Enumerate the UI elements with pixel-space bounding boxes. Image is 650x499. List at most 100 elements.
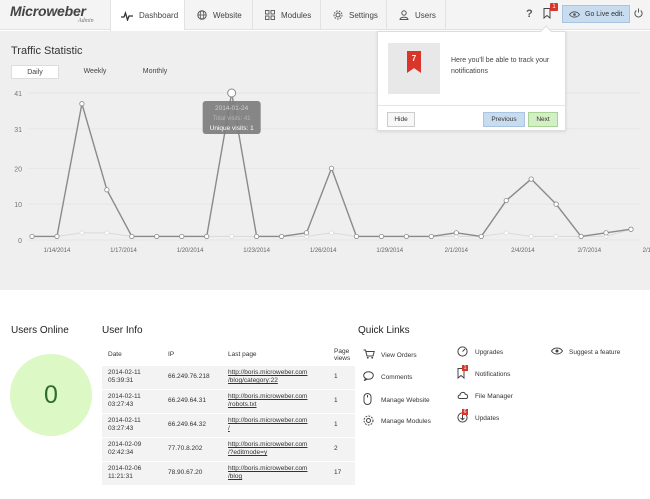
gauge-icon (457, 346, 470, 359)
table-row: 2014-02-09 02:42:34 77.70.8.202 http://bori… (102, 436, 355, 461)
data-point (229, 234, 235, 239)
data-point (603, 230, 609, 236)
data-point (104, 230, 110, 236)
user-info-title: User Info (102, 325, 143, 336)
last-page-link[interactable]: http://boris.microweber.com / (228, 417, 307, 432)
last-page-link[interactable]: http://boris.microweber.com/blog (228, 465, 307, 480)
date-value: 2014-02-11 (108, 393, 141, 400)
nav-modules[interactable]: Modules (252, 0, 320, 30)
quick-link-suggest-feature[interactable]: Suggest a feature (550, 347, 621, 357)
quick-link-view-orders[interactable]: View Orders (363, 349, 417, 361)
notifications-badge: 1 (462, 365, 468, 371)
highlight-point (227, 88, 237, 98)
cell-last-page: http://boris.microweber.com/blog/categor… (222, 364, 328, 389)
data-point (628, 226, 634, 232)
quick-link-comments[interactable]: Comments (363, 371, 412, 383)
table-row: 2014-02-11 03:27:43 66.249.64.32 http://bor… (102, 412, 355, 437)
nav-website[interactable]: Website (184, 0, 252, 30)
eye-icon (569, 10, 580, 18)
quick-link-label: File Manager (475, 392, 513, 400)
quick-link-manage-website[interactable]: Manage Website (363, 393, 430, 407)
y-tick-label: 10 (14, 202, 22, 209)
cell-page-views: 1 (328, 412, 355, 437)
cell-date: 2014-02-09 02:42:34 (102, 436, 162, 461)
cell-ip: 66.249.76.218 (162, 364, 222, 389)
date-value: 2014-02-06 (108, 465, 142, 473)
quick-link-manage-modules[interactable]: Manage Modules (363, 415, 431, 428)
bookmark-icon[interactable] (543, 8, 551, 22)
quick-link-notifications[interactable]: 1 Notifications (457, 365, 510, 381)
quick-link-file-manager[interactable]: File Manager (457, 390, 513, 402)
last-page-link[interactable]: http://boris.microweber.com/robots.txt (228, 393, 307, 408)
last-page-link[interactable]: http://boris.microweber.com/?editmode=y (228, 441, 307, 456)
data-point (129, 233, 135, 240)
data-point (179, 233, 185, 240)
eye-icon (550, 347, 564, 357)
go-live-button[interactable]: Go Live edit. (562, 5, 630, 23)
tab-monthly[interactable]: Monthly (142, 68, 168, 75)
data-point (79, 230, 85, 236)
cell-page-views: 1 (328, 364, 355, 389)
quick-link-upgrades[interactable]: Upgrades (457, 346, 503, 359)
logo[interactable]: Microweber (10, 3, 86, 19)
next-button[interactable]: Next (528, 112, 558, 127)
users-online-title: Users Online (11, 325, 69, 336)
cell-page-views: 2 (328, 436, 355, 461)
popover-thumbnail: 7 (388, 43, 440, 94)
cell-date: 2014-02-11 05:39:31 (102, 364, 162, 389)
nav-settings[interactable]: Settings (320, 0, 386, 30)
x-tick-label: 2/4/2014 (511, 248, 535, 254)
time-value: 11:21:31 (108, 473, 133, 481)
tab-weekly[interactable]: Weekly (83, 68, 107, 75)
y-tick-label: 20 (14, 166, 22, 173)
x-tick-label: 2/7/2014 (578, 248, 602, 254)
previous-button[interactable]: Previous (483, 112, 525, 127)
date-value: 2014-02-11 (108, 417, 141, 424)
x-tick-label: 2/10/2014 (643, 248, 650, 254)
y-tick-label: 41 (14, 91, 22, 98)
data-point (453, 230, 459, 236)
nav-website-label: Website (213, 10, 242, 20)
data-point (204, 233, 210, 240)
table-row: 2014-02-06 11:21:31 78.90.67.20 http://bori… (102, 460, 355, 485)
link-path: /robots.txt (228, 401, 257, 408)
logo-subtitle: Admin (78, 18, 94, 24)
time-value: 03:27:43 (108, 425, 134, 432)
nav-settings-label: Settings (349, 10, 378, 20)
data-point (29, 233, 35, 240)
col-ip: IP (168, 351, 175, 359)
cell-date: 2014-02-11 03:27:43 (102, 412, 162, 437)
table-row: 2014-02-11 03:27:43 66.249.64.31 http://bor… (102, 388, 355, 413)
quick-link-label: Comments (381, 373, 413, 381)
data-point (403, 233, 409, 240)
quick-link-updates[interactable]: 6 Updates (457, 409, 499, 425)
link-host: http://boris.microweber.com (228, 417, 308, 424)
cell-ip: 78.90.67.20 (162, 460, 222, 485)
nav-users[interactable]: Users (386, 0, 446, 30)
date-value: 2014-02-11 (108, 369, 141, 376)
data-point (303, 230, 310, 236)
col-page-views: Page views (328, 345, 355, 365)
power-icon[interactable] (634, 8, 643, 21)
cell-date: 2014-02-11 03:27:43 (102, 388, 162, 413)
tooltip-total: Total visits: 41 (213, 116, 251, 122)
last-page-link[interactable]: http://boris.microweber.com/blog/categor… (228, 369, 307, 384)
data-point (503, 197, 509, 204)
quick-links-title: Quick Links (358, 325, 410, 336)
hide-button[interactable]: Hide (387, 112, 415, 127)
help-icon[interactable]: ? (526, 8, 533, 20)
tab-daily[interactable]: Daily (11, 65, 59, 79)
data-point (503, 230, 509, 236)
quick-link-label: Upgrades (475, 349, 504, 356)
time-value: 02:42:34 (108, 449, 134, 456)
x-tick-label: 1/29/2014 (376, 248, 403, 254)
link-path: /blog (228, 473, 243, 481)
quick-link-label: Suggest a feature (569, 348, 621, 356)
data-point (79, 101, 85, 107)
nav-dashboard[interactable]: Dashboard (110, 0, 184, 31)
nav-users-label: Users (415, 10, 436, 20)
nav-modules-label: Modules (281, 10, 312, 20)
popover-divider (378, 105, 567, 106)
data-point (328, 165, 335, 171)
cell-ip: 77.70.8.202 (162, 436, 222, 461)
